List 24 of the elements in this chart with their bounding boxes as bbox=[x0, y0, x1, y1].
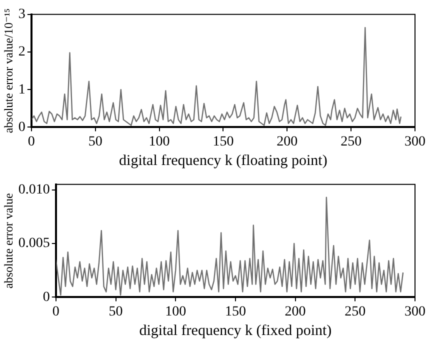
y-tick-label: 0.005 bbox=[18, 236, 50, 252]
x-tick-label: 50 bbox=[88, 134, 102, 150]
y-tick-label: 0.010 bbox=[18, 182, 50, 198]
x-tick-label: 0 bbox=[52, 304, 60, 320]
x-tick-label: 300 bbox=[404, 304, 426, 320]
x-tick-label: 200 bbox=[276, 134, 298, 150]
x-tick-label: 100 bbox=[148, 134, 170, 150]
x-tick-label: 300 bbox=[404, 134, 426, 150]
x-tick-label: 50 bbox=[108, 304, 123, 320]
y-tick-label: 1 bbox=[18, 82, 26, 98]
x-tick-label: 100 bbox=[165, 304, 186, 320]
y-tick-label: 0 bbox=[18, 120, 26, 135]
x-tick-label: 250 bbox=[344, 304, 366, 320]
y-tick-label: 0 bbox=[42, 290, 50, 305]
x-tick-label: 150 bbox=[212, 134, 234, 150]
y-axis-title: absolute error value/10⁻¹⁵ bbox=[1, 8, 16, 134]
x-tick-label: 200 bbox=[284, 304, 306, 320]
y-axis-title: absolute error value bbox=[1, 193, 16, 288]
y-tick-label: 3 bbox=[18, 7, 26, 22]
y-tick-label: 2 bbox=[18, 44, 26, 60]
x-tick-label: 250 bbox=[340, 134, 362, 150]
x-axis-title: digital frequency k (floating point) bbox=[119, 152, 328, 169]
x-axis-title: digital frequency k (fixed point) bbox=[139, 322, 332, 339]
x-tick-label: 150 bbox=[224, 304, 246, 320]
